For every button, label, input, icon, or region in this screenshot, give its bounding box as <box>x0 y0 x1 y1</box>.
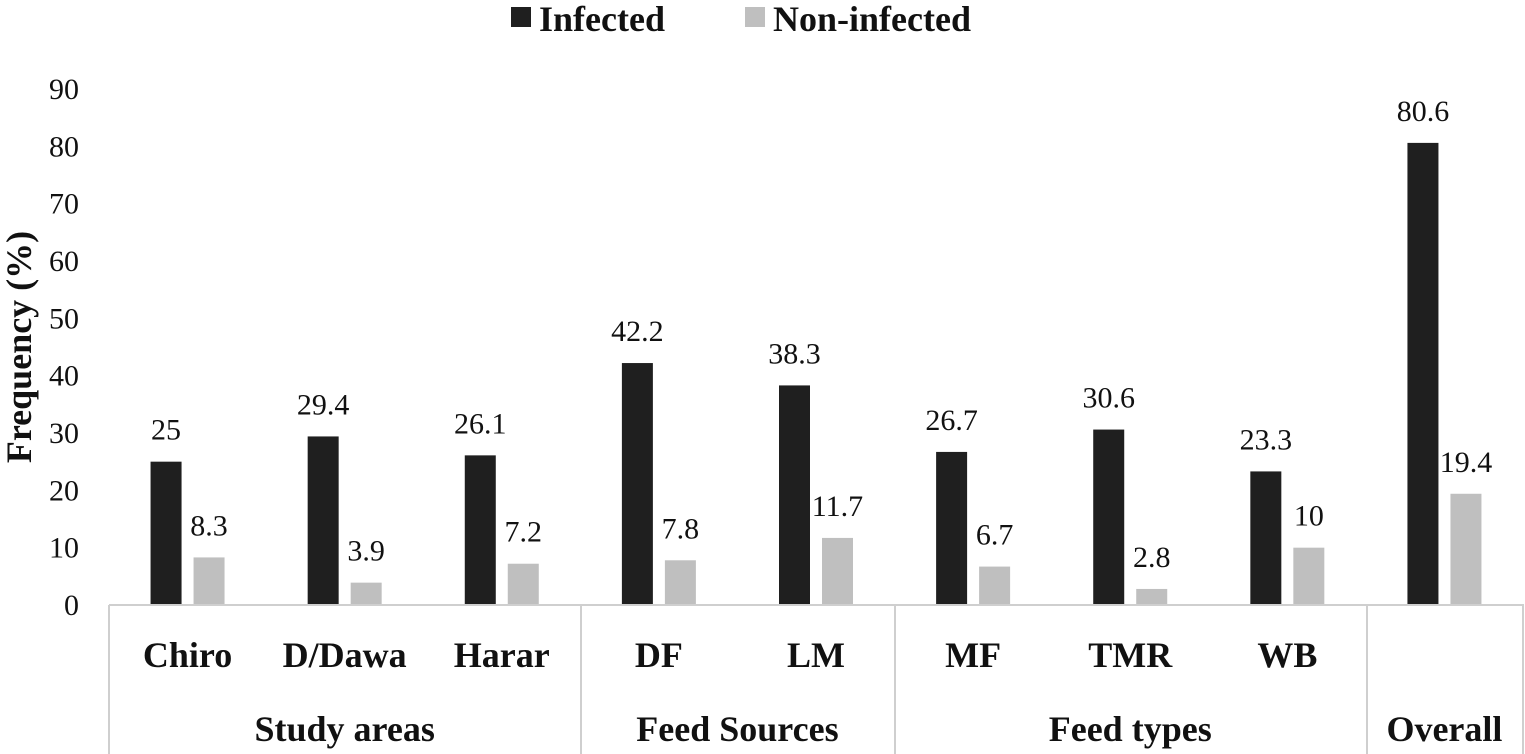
group-label: Study areas <box>254 709 434 749</box>
data-label-non-infected-4: 11.7 <box>812 490 863 523</box>
data-label-non-infected-5: 6.7 <box>976 519 1014 552</box>
bar-non-infected-1 <box>350 582 382 605</box>
y-tick-label: 90 <box>49 73 79 106</box>
y-tick-label: 40 <box>49 360 79 393</box>
bar-infected-1 <box>307 436 339 605</box>
y-axis-title: Frequency (%) <box>0 231 39 463</box>
legend-swatch-non-infected <box>745 7 765 27</box>
data-label-non-infected-1: 3.9 <box>347 535 385 568</box>
data-label-non-infected-6: 2.8 <box>1133 541 1171 574</box>
y-tick-label: 20 <box>49 474 79 507</box>
bar-infected-6 <box>1093 429 1125 605</box>
group-labels: Study areas Feed Sources Feed types Overall <box>254 709 1502 749</box>
data-label-infected-8: 80.6 <box>1397 95 1450 128</box>
y-tick-label: 60 <box>49 245 79 278</box>
bar-infected-7 <box>1250 471 1282 605</box>
bar-non-infected-8 <box>1450 493 1482 605</box>
legend: Infected Non-infected <box>511 0 971 39</box>
data-label-non-infected-3: 7.8 <box>662 512 700 545</box>
category-label: Chiro <box>143 635 232 675</box>
bar-non-infected-7 <box>1293 547 1325 605</box>
data-label-non-infected-2: 7.2 <box>505 516 543 549</box>
bar-infected-8 <box>1407 142 1439 606</box>
bar-infected-4 <box>779 385 810 605</box>
y-tick-label: 0 <box>64 589 79 622</box>
data-label-non-infected-8: 19.4 <box>1440 446 1493 479</box>
category-labels: Chiro D/Dawa Harar DF LM MF TMR WB <box>143 635 1317 675</box>
y-tick-label: 50 <box>49 302 79 335</box>
bar-non-infected-0 <box>193 557 225 605</box>
bar-non-infected-6 <box>1136 588 1168 605</box>
category-label: Harar <box>454 635 550 675</box>
legend-label-non-infected: Non-infected <box>773 0 971 39</box>
bar-infected-5 <box>936 451 968 605</box>
bar-infected-2 <box>464 455 496 605</box>
category-label: WB <box>1257 635 1317 675</box>
bar-non-infected-3 <box>664 560 696 605</box>
y-tick-label: 30 <box>49 417 79 450</box>
x-axis-lines <box>108 604 1524 754</box>
bar-non-infected-5 <box>979 566 1011 605</box>
data-label-non-infected-7: 10 <box>1294 500 1324 533</box>
category-label: TMR <box>1088 635 1173 675</box>
y-tick-label: 80 <box>49 130 79 163</box>
data-label-infected-2: 26.1 <box>454 407 507 440</box>
data-label-infected-0: 25 <box>151 414 181 447</box>
y-tick-labels: 0 10 20 30 40 50 60 70 80 90 <box>49 73 79 622</box>
data-label-infected-4: 38.3 <box>768 337 821 370</box>
bar-infected-0 <box>150 461 182 605</box>
data-labels: 25 8.3 29.4 3.9 26.1 7.2 42.2 7.8 38.3 11.7 26.7 6.… <box>151 95 1492 574</box>
data-label-infected-3: 42.2 <box>611 315 664 348</box>
data-label-infected-6: 30.6 <box>1082 382 1135 415</box>
group-label: Feed Sources <box>636 709 838 749</box>
data-label-infected-5: 26.7 <box>925 404 978 437</box>
y-tick-label: 70 <box>49 188 79 221</box>
bar-non-infected-4 <box>822 537 853 605</box>
legend-swatch-infected <box>511 7 531 27</box>
data-label-infected-1: 29.4 <box>297 388 350 421</box>
y-tick-label: 10 <box>49 532 79 565</box>
group-label: Overall <box>1386 709 1502 749</box>
bar-non-infected-2 <box>507 563 539 605</box>
bars <box>150 142 1482 606</box>
legend-label-infected: Infected <box>539 0 665 39</box>
category-label: DF <box>635 635 683 675</box>
category-label: D/Dawa <box>283 635 407 675</box>
group-label: Feed types <box>1049 709 1212 749</box>
category-label: MF <box>945 635 1001 675</box>
data-label-non-infected-0: 8.3 <box>190 509 228 542</box>
data-label-infected-7: 23.3 <box>1240 423 1293 456</box>
bar-infected-3 <box>621 363 653 605</box>
category-label: LM <box>787 635 845 675</box>
